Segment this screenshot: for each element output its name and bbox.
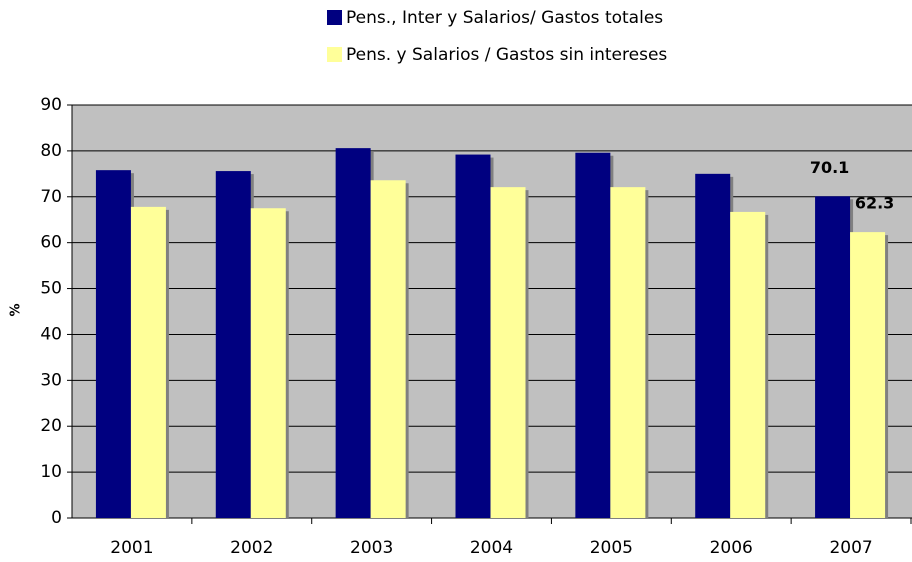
x-tick-label: 2005 — [590, 538, 633, 558]
y-tick-label: 10 — [40, 462, 62, 482]
bar — [370, 180, 406, 518]
y-tick-label: 90 — [40, 95, 62, 115]
data-label: 70.1 — [810, 158, 849, 177]
bar — [215, 171, 251, 518]
x-tick-label: 2007 — [829, 538, 872, 558]
y-tick-label: 30 — [40, 370, 62, 390]
legend-label: Pens. y Salarios / Gastos sin intereses — [346, 45, 667, 65]
x-tick-label: 2003 — [350, 538, 393, 558]
legend-label: Pens., Inter y Salarios/ Gastos totales — [346, 8, 663, 28]
y-tick-label: 20 — [40, 416, 62, 436]
bar — [815, 196, 851, 518]
y-tick-label: 0 — [51, 508, 62, 528]
data-label: 62.3 — [855, 194, 894, 213]
legend-swatch — [327, 10, 342, 25]
y-tick-label: 60 — [40, 233, 62, 253]
y-axis-label: % — [9, 303, 24, 316]
bar — [730, 211, 766, 518]
bar — [695, 173, 731, 519]
x-tick-label: 2004 — [470, 538, 513, 558]
bar — [455, 154, 491, 518]
x-tick-label: 2001 — [110, 538, 153, 558]
bar — [95, 170, 131, 518]
bar — [130, 206, 166, 518]
y-tick-label: 50 — [40, 279, 62, 299]
x-tick-label: 2006 — [710, 538, 753, 558]
legend-swatch — [327, 47, 342, 62]
bar — [335, 148, 371, 518]
y-tick-label: 70 — [40, 187, 62, 207]
bar — [575, 152, 611, 519]
bar — [850, 232, 886, 518]
y-tick-label: 80 — [40, 141, 62, 161]
bar — [490, 187, 526, 518]
y-tick-label: 40 — [40, 324, 62, 344]
bar — [250, 208, 286, 518]
x-tick-label: 2002 — [230, 538, 273, 558]
bar — [610, 187, 646, 518]
